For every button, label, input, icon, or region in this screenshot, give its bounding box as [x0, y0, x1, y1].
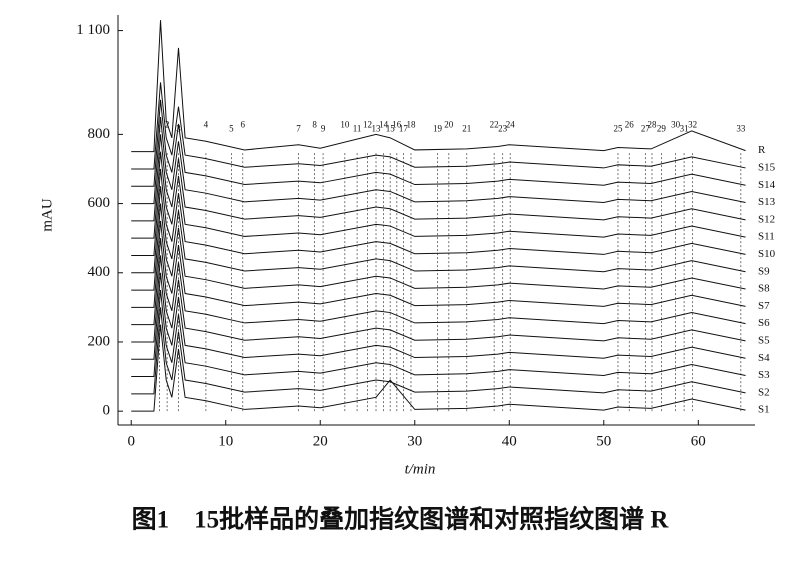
peak-label: 26: [625, 120, 635, 130]
peak-label: 13: [372, 124, 382, 134]
trace: [131, 99, 746, 187]
peak-label: 22: [490, 120, 499, 130]
x-tick-label: 50: [596, 433, 611, 449]
trace: [131, 255, 746, 343]
peak-label: 7: [296, 124, 301, 134]
series-label: S5: [758, 334, 770, 346]
peak-label: 17: [399, 124, 409, 134]
series-label: S1: [758, 404, 770, 416]
series-label: S2: [758, 386, 770, 398]
trace: [131, 151, 746, 239]
peak-label: 6: [241, 120, 246, 130]
trace: [131, 203, 746, 291]
peak-label: 5: [229, 124, 234, 134]
peak-label: 28: [647, 120, 657, 130]
trace: [131, 324, 746, 412]
trace: [131, 134, 746, 222]
y-tick-label: 600: [88, 195, 111, 211]
peak-label: 11: [353, 124, 362, 134]
y-tick-label: 200: [88, 333, 111, 349]
peak-label: 27: [641, 124, 651, 134]
peak-label: 8: [312, 120, 317, 130]
y-tick-label: 0: [103, 403, 111, 419]
peak-label: 30: [671, 120, 681, 130]
series-label: S3: [758, 369, 770, 381]
y-tick-label: 800: [88, 126, 111, 142]
series-label: S13: [758, 196, 776, 208]
series-label: S9: [758, 265, 770, 277]
trace: [131, 238, 746, 326]
peak-label: 14: [379, 120, 389, 130]
peak-label: 23: [498, 124, 508, 134]
series-label: S10: [758, 248, 776, 260]
y-axis-label: mAU: [39, 198, 55, 232]
trace: [131, 20, 746, 153]
x-tick-label: 40: [502, 433, 517, 449]
trace: [131, 117, 746, 205]
y-tick-label: 1 100: [76, 22, 110, 38]
peak-label: 33: [736, 124, 746, 134]
figure-caption: 图1 15批样品的叠加指纹图谱和对照指纹图谱 R: [132, 505, 670, 534]
series-label: S8: [758, 283, 770, 295]
x-axis-label: t/min: [405, 461, 436, 477]
peak-label: 29: [657, 124, 667, 134]
x-tick-label: 60: [691, 433, 706, 449]
peak-label: 16: [392, 120, 402, 130]
peak-label: 18: [406, 120, 416, 130]
peak-label: 21: [462, 124, 471, 134]
peak-label: 9: [321, 124, 326, 134]
series-label: S6: [758, 317, 770, 329]
series-label: S11: [758, 231, 775, 243]
peak-label: 20: [444, 120, 454, 130]
peak-label: 10: [340, 120, 350, 130]
trace: [131, 272, 746, 360]
peak-label: 31: [680, 124, 689, 134]
series-label: S12: [758, 213, 775, 225]
series-label: S15: [758, 161, 776, 173]
x-tick-label: 20: [313, 433, 328, 449]
trace: [131, 168, 746, 256]
series-label: S4: [758, 352, 770, 364]
peak-label: 4: [204, 120, 209, 130]
peak-label: 19: [433, 124, 443, 134]
trace: [131, 82, 746, 170]
x-tick-label: 10: [218, 433, 233, 449]
peak-label: 24: [506, 120, 516, 130]
peak-label: 32: [688, 120, 697, 130]
trace: [131, 186, 746, 274]
y-tick-label: 400: [88, 264, 111, 280]
series-label: R: [758, 144, 766, 156]
series-label: S14: [758, 179, 776, 191]
trace: [131, 220, 746, 308]
peak-label: 15: [386, 124, 396, 134]
peak-label: 25: [613, 124, 623, 134]
peak-label: 12: [363, 120, 372, 130]
trace: [131, 307, 746, 395]
x-tick-label: 0: [127, 433, 135, 449]
series-label: S7: [758, 300, 770, 312]
trace: [131, 290, 746, 378]
x-tick-label: 30: [407, 433, 422, 449]
